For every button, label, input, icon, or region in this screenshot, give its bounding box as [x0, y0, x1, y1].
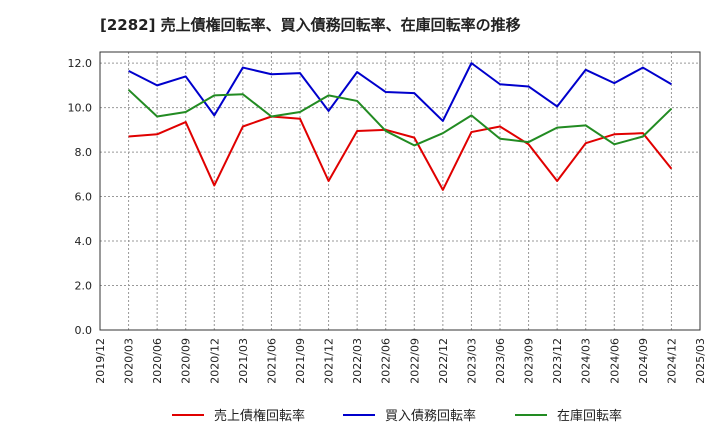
y-tick-label: 12.0 — [68, 57, 93, 70]
series-line-3 — [127, 89, 673, 147]
axes-layer: 0.0 2.0 4.0 6.0 8.0 10.0 12.0 2019/12 2020/03 202… — [68, 51, 707, 384]
x-tick-label: 2020/06 — [151, 338, 164, 384]
y-tick-label: 8.0 — [75, 146, 93, 159]
x-tick-label: 2022/12 — [437, 338, 450, 384]
grid-layer — [100, 52, 700, 330]
x-tick-label: 2023/06 — [494, 338, 507, 384]
legend-item-1: 売上債権回転率 — [172, 408, 305, 424]
x-tick-label: 2022/06 — [380, 338, 393, 384]
x-tick-label: 2022/03 — [351, 338, 364, 384]
x-tick-label: 2020/12 — [208, 338, 221, 384]
plot-frame — [99, 51, 701, 331]
x-tick-label: 2025/03 — [694, 338, 707, 384]
y-tick-label: 0.0 — [75, 324, 93, 337]
series-layer — [127, 62, 673, 191]
series-line-2 — [128, 62, 672, 122]
x-tick-label: 2021/12 — [323, 338, 336, 384]
legend-item-2: 買入債務回転率 — [343, 408, 476, 424]
x-tick-label: 2024/12 — [665, 338, 678, 384]
x-tick-label: 2023/12 — [551, 338, 564, 384]
y-tick-label: 2.0 — [75, 280, 93, 293]
x-tick-label: 2023/09 — [523, 338, 536, 384]
y-tick-label: 10.0 — [68, 102, 93, 115]
legend: 売上債権回転率 買入債務回転率 在庫回転率 — [172, 408, 622, 424]
x-tick-label: 2023/03 — [465, 338, 478, 384]
legend-label: 買入債務回転率 — [385, 408, 476, 424]
y-tick-label: 4.0 — [75, 235, 93, 248]
x-tick-label: 2020/03 — [123, 338, 136, 384]
x-tick-label: 2019/12 — [94, 338, 107, 384]
x-tick-label: 2024/09 — [637, 338, 650, 384]
x-tick-label: 2021/03 — [237, 338, 250, 384]
chart-title: [2282] 売上債権回転率、買入債務回転率、在庫回転率の推移 — [100, 16, 521, 34]
x-tick-label: 2020/09 — [180, 338, 193, 384]
legend-label: 売上債権回転率 — [214, 408, 305, 424]
legend-label: 在庫回転率 — [557, 408, 622, 424]
x-tick-label: 2024/03 — [580, 338, 593, 384]
series-line-1 — [128, 115, 673, 191]
x-tick-label: 2021/09 — [294, 338, 307, 384]
legend-item-3: 在庫回転率 — [515, 408, 622, 424]
y-tick-label: 6.0 — [75, 191, 93, 204]
x-tick-label: 2021/06 — [265, 338, 278, 384]
x-tick-label: 2024/06 — [608, 338, 621, 384]
x-tick-label: 2022/09 — [408, 338, 421, 384]
